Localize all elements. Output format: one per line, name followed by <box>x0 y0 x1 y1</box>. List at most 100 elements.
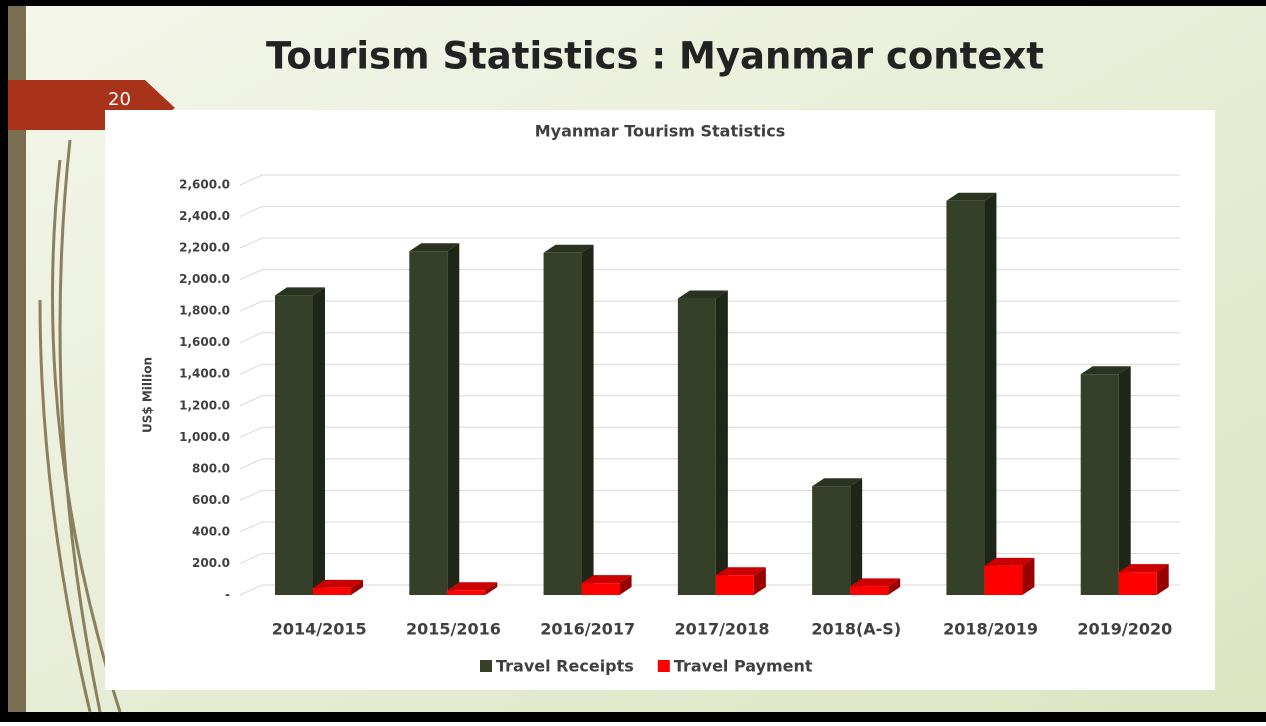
y-tick-label: 1,800.0 <box>179 304 230 318</box>
legend-label: Travel Payment <box>674 657 813 676</box>
grid-line <box>239 174 1180 186</box>
chart-area <box>105 110 1215 690</box>
bar-top <box>543 244 594 253</box>
bar <box>812 478 863 595</box>
y-tick-label: 2,200.0 <box>179 241 230 255</box>
bar-side <box>984 192 997 595</box>
x-tick-label: 2018/2019 <box>943 620 1038 639</box>
bar-side <box>850 478 863 595</box>
grid-line <box>239 426 1180 438</box>
bar-top <box>275 287 325 296</box>
y-tick-label: 400.0 <box>192 524 230 538</box>
bar-front <box>946 200 985 595</box>
bar <box>1118 564 1169 595</box>
bar-side <box>313 287 325 595</box>
side-strip <box>8 6 26 712</box>
bar-front <box>1118 572 1157 595</box>
y-tick-label: 1,200.0 <box>179 398 230 412</box>
bar-top <box>1080 366 1131 375</box>
x-tick-label: 2014/2015 <box>272 620 367 639</box>
bar-front <box>275 295 313 595</box>
grid-line <box>239 363 1180 375</box>
bar-side <box>619 575 632 595</box>
y-tick-label: 1,000.0 <box>179 430 230 444</box>
bar <box>984 557 1035 595</box>
bar <box>715 567 766 595</box>
bar-top <box>1118 564 1169 573</box>
x-tick-label: 2019/2020 <box>1077 620 1172 639</box>
grid-line <box>239 206 1180 217</box>
bar-top <box>313 579 363 588</box>
grid-line <box>239 269 1180 281</box>
x-tick-label: 2018(A-S) <box>811 620 901 639</box>
bar-front <box>409 251 448 595</box>
y-tick-label: 600.0 <box>192 493 230 507</box>
bar-top <box>677 290 728 299</box>
bar <box>409 243 460 595</box>
bar-side <box>1156 564 1169 595</box>
bar <box>850 578 901 595</box>
grid-line <box>239 395 1180 407</box>
legend-swatch <box>657 660 670 672</box>
grid-line <box>239 332 1180 344</box>
bar-front <box>1080 374 1119 595</box>
grid-line <box>239 237 1180 249</box>
bar-side <box>447 243 460 595</box>
slide-title: Tourism Statistics : Myanmar context <box>266 35 1044 78</box>
y-tick-label: 2,600.0 <box>179 178 230 192</box>
bar-top <box>984 557 1035 566</box>
bar-front <box>812 486 851 595</box>
bar <box>946 192 997 595</box>
grid-line <box>239 489 1180 501</box>
bar-side <box>753 567 766 595</box>
bar <box>275 287 325 595</box>
x-tick-label: 2017/2018 <box>675 620 770 639</box>
bar <box>677 290 728 595</box>
bar-front <box>715 575 754 595</box>
y-tick-label: - <box>225 588 230 602</box>
grid-line <box>239 552 1180 564</box>
bar-front <box>543 252 582 596</box>
chart-title: Myanmar Tourism Statistics <box>535 122 786 141</box>
grid-line <box>239 521 1180 533</box>
bar-front <box>677 298 716 595</box>
decor-lines <box>38 139 122 713</box>
bar-side <box>485 582 498 595</box>
bar-front <box>984 565 1023 595</box>
grid-line <box>239 458 1180 470</box>
bar <box>543 244 594 596</box>
bar-side <box>715 290 728 595</box>
bar <box>581 575 632 595</box>
bar-top <box>581 575 632 584</box>
bar-top <box>946 192 997 201</box>
y-axis-label: US$ Million <box>141 357 155 433</box>
bar-side <box>351 579 363 595</box>
y-tick-label: 1,400.0 <box>179 367 230 381</box>
bar-side <box>1022 557 1035 595</box>
bar-front <box>313 587 351 595</box>
x-tick-label: 2015/2016 <box>406 620 501 639</box>
bar <box>1080 366 1131 595</box>
bar-side <box>581 244 594 596</box>
legend-swatch <box>480 660 492 672</box>
bar-side <box>1118 366 1131 595</box>
y-tick-label: 200.0 <box>192 556 230 570</box>
bar-front <box>447 590 486 595</box>
y-tick-label: 1,600.0 <box>179 335 230 349</box>
bar-front <box>850 586 889 595</box>
bar <box>447 582 498 595</box>
legend-label: Travel Receipts <box>496 657 634 676</box>
bar <box>313 579 363 595</box>
x-tick-label: 2016/2017 <box>540 620 635 639</box>
bar-top <box>447 582 498 591</box>
y-tick-label: 2,000.0 <box>179 272 230 286</box>
slide-number: 20 <box>108 89 131 110</box>
bar-top <box>850 578 901 587</box>
bar-side <box>888 578 901 595</box>
y-tick-label: 2,400.0 <box>179 209 230 223</box>
bar-top <box>409 243 460 252</box>
grid-line <box>239 300 1180 312</box>
y-tick-label: 800.0 <box>192 461 230 475</box>
bar-top <box>715 567 766 576</box>
